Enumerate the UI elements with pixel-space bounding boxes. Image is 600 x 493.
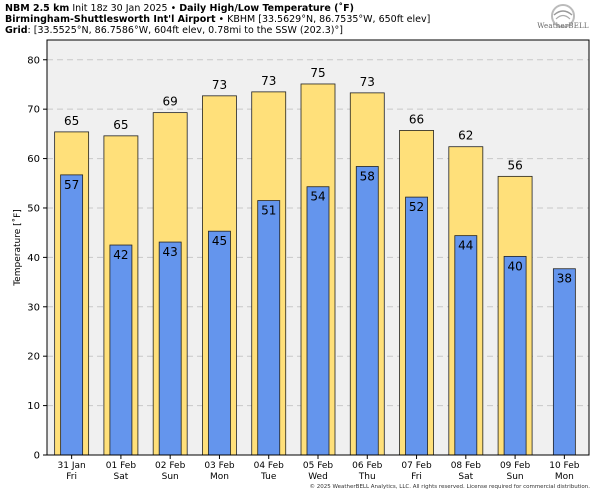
high-temp-label: 73: [261, 74, 276, 88]
y-tick-label: 10: [27, 401, 40, 412]
high-temp-label: 66: [409, 112, 424, 126]
x-tick-day: Mon: [555, 472, 574, 482]
x-tick-day: Tue: [260, 472, 277, 482]
high-temp-label: 56: [507, 158, 522, 172]
x-tick-day: Fri: [411, 472, 422, 482]
low-temp-label: 44: [458, 239, 473, 253]
x-tick-day: Wed: [308, 472, 328, 482]
low-temp-label: 51: [261, 204, 276, 218]
grid-info: : [33.5525°N, 86.7586°W, 604ft elev, 0.7…: [27, 25, 343, 36]
low-temp-label: 54: [310, 190, 325, 204]
copyright-notice: © 2025 WeatherBELL Analytics, LLC. All r…: [309, 484, 590, 490]
x-tick-day: Sat: [114, 472, 129, 482]
y-tick-label: 80: [27, 55, 40, 66]
y-axis-label: Temperature [˚F]: [12, 209, 23, 287]
x-tick-day: Thu: [358, 472, 376, 482]
x-tick-date: 31 Jan: [58, 461, 86, 471]
low-temp-bar: [257, 200, 281, 456]
y-tick-label: 70: [27, 105, 40, 116]
low-temp-bar: [454, 235, 478, 456]
high-temp-label: 65: [64, 114, 79, 128]
x-tick-date: 01 Feb: [106, 461, 137, 471]
low-temp-label: 52: [409, 200, 424, 214]
low-temp-bar: [60, 174, 84, 456]
high-temp-label: 65: [113, 118, 128, 132]
x-tick-day: Mon: [210, 472, 229, 482]
x-tick-date: 03 Feb: [204, 461, 235, 471]
low-temp-label: 43: [163, 245, 178, 259]
y-tick-label: 0: [34, 451, 40, 462]
low-temp-bar: [208, 230, 231, 456]
high-temp-label: 75: [310, 66, 325, 80]
station-name: Birmingham-Shuttlesworth Int'l Airport: [5, 14, 216, 25]
x-tick-day: Sun: [507, 472, 524, 482]
low-temp-bar: [306, 186, 330, 456]
low-temp-bar: [355, 166, 379, 456]
x-tick-day: Fri: [66, 472, 77, 482]
low-temp-bar: [503, 255, 527, 456]
y-tick-label: 20: [27, 352, 40, 363]
station-line: Birmingham-Shuttlesworth Int'l Airport •…: [5, 14, 430, 25]
x-tick-date: 05 Feb: [303, 461, 334, 471]
x-tick-date: 02 Feb: [155, 461, 186, 471]
low-temp-bar: [158, 241, 182, 456]
x-tick-date: 07 Feb: [401, 461, 432, 471]
grid-line: Grid: [33.5525°N, 86.7586°W, 604ft elev,…: [5, 25, 343, 36]
y-tick-label: 30: [27, 302, 40, 313]
y-tick-label: 50: [27, 203, 40, 214]
low-temp-label: 57: [64, 178, 79, 192]
y-tick-label: 40: [27, 253, 40, 264]
x-tick-date: 10 Feb: [549, 461, 580, 471]
low-temp-label: 38: [557, 272, 572, 286]
logo-swirl-icon: [551, 4, 575, 28]
init-time: Init 18z 30 Jan 2025 •: [69, 3, 180, 14]
high-temp-label: 73: [360, 75, 375, 89]
station-info: • KBHM [33.5629°N, 86.7535°W, 650ft elev…: [215, 14, 431, 25]
x-tick-day: Sat: [458, 472, 473, 482]
x-tick-date: 04 Feb: [254, 461, 285, 471]
low-temp-bar: [552, 268, 576, 456]
low-temp-bar: [405, 196, 428, 456]
high-temp-label: 62: [458, 129, 473, 143]
low-temp-bar: [109, 244, 133, 456]
model-name: NBM 2.5 km: [5, 3, 70, 14]
high-temp-label: 73: [212, 78, 227, 92]
chart-title: Daily High/Low Temperature (˚F): [179, 3, 355, 14]
low-temp-label: 42: [113, 248, 128, 262]
x-tick-day: Sun: [162, 472, 179, 482]
x-tick-date: 09 Feb: [500, 461, 531, 471]
chart-title-line: NBM 2.5 km Init 18z 30 Jan 2025 • Daily …: [5, 3, 354, 14]
y-tick-label: 60: [27, 154, 40, 165]
x-tick-date: 06 Feb: [352, 461, 383, 471]
grid-label: Grid: [5, 25, 28, 36]
low-temp-label: 45: [212, 234, 227, 248]
high-temp-label: 69: [163, 95, 178, 109]
logo-text: WeatherBELL: [537, 22, 589, 30]
low-temp-label: 40: [507, 259, 522, 273]
low-temp-label: 58: [360, 169, 375, 183]
weatherbell-logo: WeatherBELL: [534, 3, 592, 33]
x-tick-date: 08 Feb: [451, 461, 482, 471]
plot-frame: [46, 39, 590, 456]
